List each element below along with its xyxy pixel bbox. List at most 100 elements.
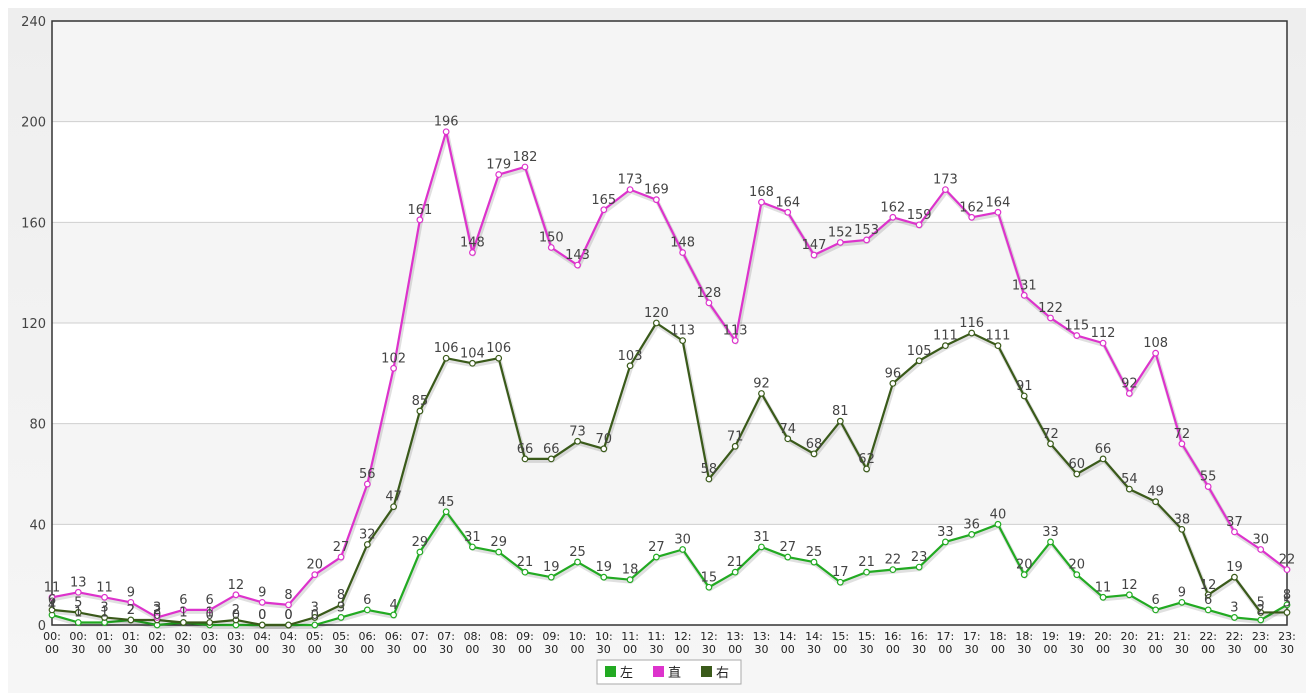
- x-tick-label: 01: 00: [96, 630, 114, 656]
- data-point: [495, 354, 503, 362]
- x-tick-label-hour: 11:: [621, 630, 639, 643]
- data-label: 153: [854, 223, 879, 238]
- x-tick-label-minute: 00: [676, 643, 690, 656]
- x-tick-label: 18: 30: [1015, 630, 1033, 656]
- x-tick-label-hour: 13:: [726, 630, 744, 643]
- data-label: 27: [648, 540, 665, 555]
- data-label: 23: [911, 550, 928, 565]
- x-tick-label-minute: 00: [886, 643, 900, 656]
- data-point: [1204, 483, 1212, 490]
- data-label: 6: [206, 593, 214, 608]
- data-point: [652, 319, 660, 327]
- x-tick-label-hour: 12:: [674, 630, 692, 643]
- x-tick-label-minute: 00: [518, 643, 532, 656]
- x-tick-label-hour: 23:: [1278, 630, 1296, 643]
- data-label: 9: [258, 585, 266, 600]
- x-tick-label: 09: 00: [516, 630, 534, 656]
- x-tick-label: 17: 00: [937, 630, 955, 656]
- data-point: [810, 251, 818, 259]
- x-tick-label: 13: 30: [753, 630, 771, 656]
- data-point: [626, 576, 634, 584]
- x-tick-label: 14: 30: [805, 630, 823, 656]
- plot-band: [52, 423, 1287, 525]
- x-tick-label-hour: 06:: [385, 630, 403, 643]
- x-tick-label-hour: 02:: [175, 630, 193, 643]
- x-tick-label-minute: 30: [754, 643, 768, 656]
- data-point: [1047, 314, 1054, 322]
- data-point: [626, 186, 634, 194]
- data-point: [784, 208, 792, 216]
- x-tick-label-minute: 30: [1175, 643, 1189, 656]
- data-label: 8: [284, 588, 292, 603]
- x-tick-label-minute: 00: [991, 643, 1005, 656]
- x-tick-label: 17: 30: [963, 630, 981, 656]
- data-point: [1178, 598, 1186, 606]
- data-label: 150: [539, 231, 564, 246]
- data-label: 3: [1230, 600, 1238, 615]
- x-tick-label: 06: 00: [358, 630, 376, 656]
- data-point: [521, 163, 529, 171]
- x-tick-label: 10: 00: [569, 630, 587, 656]
- data-point: [1125, 485, 1133, 493]
- data-label: 31: [464, 530, 481, 545]
- data-label: 2: [153, 603, 161, 618]
- x-tick-label: 22: 30: [1226, 630, 1244, 656]
- data-label: 111: [933, 329, 958, 344]
- data-label: 20: [306, 558, 323, 573]
- data-point: [206, 606, 214, 614]
- x-tick-label: 03: 00: [201, 630, 219, 656]
- x-tick-label: 06: 30: [385, 630, 403, 656]
- data-point: [127, 616, 135, 624]
- data-point: [942, 186, 949, 194]
- series-line-shadow: [52, 323, 1288, 629]
- data-point: [1047, 440, 1054, 448]
- data-point: [731, 337, 739, 345]
- data-point: [337, 614, 345, 621]
- data-label: 74: [779, 422, 796, 437]
- x-tick-label: 22: 00: [1199, 630, 1217, 656]
- data-label: 165: [591, 193, 616, 208]
- data-point: [232, 591, 240, 599]
- x-tick-label-hour: 18:: [989, 630, 1007, 643]
- x-tick-label-minute: 00: [1254, 643, 1268, 656]
- data-point: [574, 437, 581, 445]
- data-label: 8: [337, 588, 345, 603]
- data-point: [915, 221, 923, 229]
- x-tick-label: 19: 00: [1042, 630, 1060, 656]
- x-tick-label-hour: 15:: [858, 630, 876, 643]
- data-point: [784, 553, 792, 561]
- x-tick-label-minute: 30: [334, 643, 348, 656]
- x-tick-label: 12: 00: [674, 630, 692, 656]
- data-label: 11: [96, 580, 113, 595]
- x-tick-label: 18: 00: [989, 630, 1007, 656]
- data-label: 108: [1143, 336, 1168, 351]
- x-tick-label: 05: 00: [306, 630, 324, 656]
- data-label: 164: [986, 195, 1011, 210]
- x-tick-label-hour: 21:: [1173, 630, 1191, 643]
- data-label: 66: [517, 442, 534, 457]
- data-point: [758, 198, 765, 206]
- data-point: [915, 563, 923, 571]
- x-tick-label-hour: 04:: [253, 630, 271, 643]
- data-point: [1178, 525, 1186, 533]
- data-point: [1073, 571, 1081, 579]
- data-label: 0: [206, 608, 214, 623]
- plot-band: [52, 21, 1287, 122]
- data-label: 0: [284, 608, 292, 623]
- x-tick-label-hour: 19:: [1042, 630, 1060, 643]
- x-tick-label: 12: 30: [700, 630, 718, 656]
- x-tick-label: 08: 30: [490, 630, 508, 656]
- data-label: 20: [1069, 558, 1086, 573]
- data-point: [574, 558, 581, 566]
- data-point: [1257, 616, 1265, 624]
- data-label: 8: [1283, 588, 1291, 603]
- data-label: 159: [907, 208, 932, 223]
- x-tick-label-minute: 30: [1070, 643, 1084, 656]
- data-point: [285, 621, 292, 629]
- x-tick-label-minute: 30: [176, 643, 190, 656]
- data-label: 73: [569, 424, 586, 439]
- legend-box: [596, 659, 742, 685]
- data-label: 38: [1174, 512, 1191, 527]
- x-tick-label-minute: 00: [150, 643, 164, 656]
- y-tick-label: 0: [38, 619, 46, 634]
